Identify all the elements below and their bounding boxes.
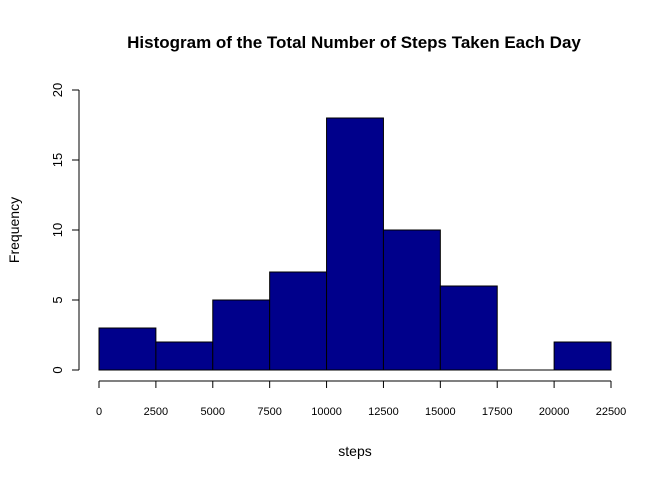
- histogram-bar-0: [98, 327, 157, 371]
- y-tick-label: 0: [50, 366, 65, 373]
- y-tick-label: 20: [50, 83, 65, 97]
- x-tick-label: 10000: [311, 406, 342, 418]
- x-tick-label: 7500: [257, 406, 281, 418]
- x-axis-label: steps: [338, 443, 371, 459]
- histogram-bar-8: [553, 341, 612, 371]
- x-tick-label: 12500: [368, 406, 399, 418]
- x-tick-label: 20000: [539, 406, 570, 418]
- y-axis-label: Frequency: [6, 197, 22, 263]
- x-tick-label: 2500: [144, 406, 168, 418]
- y-tick-label: 10: [50, 223, 65, 237]
- histogram-bar-4: [326, 117, 384, 371]
- y-tick-label: 5: [50, 296, 65, 303]
- histogram-bar-1: [155, 341, 214, 371]
- histogram-bar-5: [382, 229, 441, 371]
- histogram-bar-3: [269, 271, 328, 371]
- y-tick-label: 15: [50, 153, 65, 167]
- x-tick-label: 22500: [596, 406, 627, 418]
- x-tick-label: 15000: [425, 406, 456, 418]
- chart-title: Histogram of the Total Number of Steps T…: [127, 33, 581, 52]
- y-axis: 0 5 10 15 20: [50, 83, 80, 374]
- histogram-bar-6: [439, 285, 498, 371]
- histogram-bars: [98, 117, 612, 371]
- x-tick-label: 17500: [482, 406, 513, 418]
- x-axis: 0 2500 5000 7500 10000 12500 15000 17500 20000 22…: [96, 380, 627, 418]
- x-tick-label: 0: [96, 406, 102, 418]
- x-tick-label: 5000: [201, 406, 225, 418]
- histogram-bar-2: [212, 299, 271, 371]
